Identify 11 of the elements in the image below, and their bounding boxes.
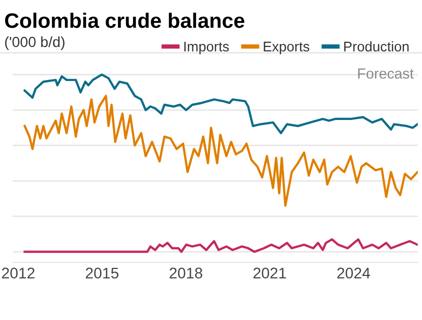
x-tick-label: 2012 [2, 268, 34, 278]
legend-label: Production [344, 41, 409, 52]
x-tick-label: 2021 [253, 268, 286, 278]
legend-label: Exports [264, 42, 310, 54]
chart-subtitle: ('000 b/d) [5, 36, 64, 50]
annotation: Forecast [358, 68, 414, 79]
x-tick-label: 2015 [86, 268, 118, 278]
x-tick-label: 2024 [337, 268, 370, 278]
x-tick-label: 2018 [170, 268, 202, 278]
chart-title: Colombia crude balance [5, 12, 244, 28]
legend-label: Imports [184, 42, 229, 54]
